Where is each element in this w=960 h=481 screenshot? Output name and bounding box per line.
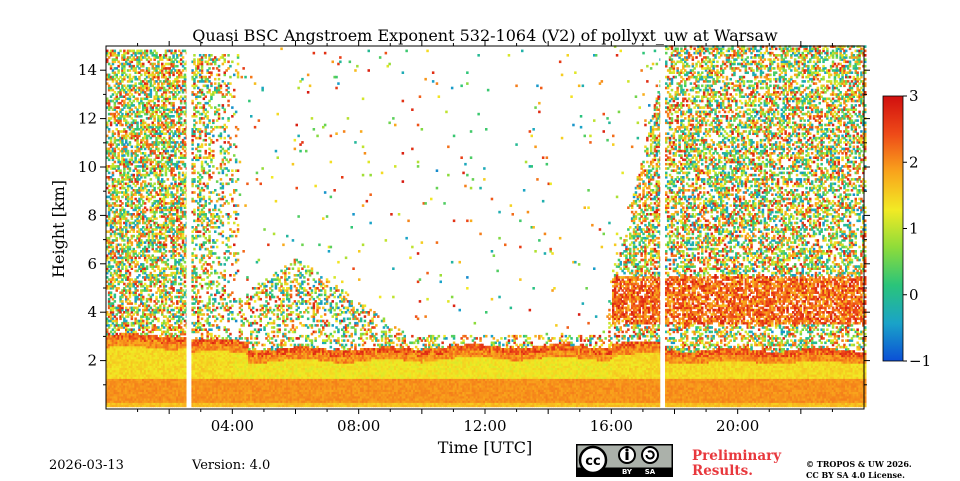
- heatmap-cell: [127, 322, 130, 325]
- heatmap-cell: [114, 50, 117, 53]
- heatmap-cell: [133, 235, 136, 238]
- heatmap-cell: [134, 250, 137, 253]
- heatmap-cell: [114, 300, 117, 303]
- heatmap-cell: [108, 172, 111, 175]
- heatmap-cell: [121, 300, 124, 303]
- heatmap-cell: [116, 209, 119, 212]
- heatmap-cell: [131, 146, 134, 149]
- heatmap-cell: [121, 202, 124, 205]
- heatmap-cell: [131, 241, 134, 244]
- heatmap-cell: [129, 272, 132, 275]
- heatmap-cell: [127, 150, 130, 153]
- heatmap-cell: [136, 154, 139, 157]
- heatmap-cell: [121, 124, 124, 127]
- heatmap-cell: [129, 141, 132, 144]
- heatmap-cell: [123, 239, 126, 242]
- heatmap-cell: [136, 122, 139, 125]
- heatmap-cell: [117, 287, 120, 290]
- heatmap-cell: [136, 261, 139, 264]
- heatmap-cell: [114, 294, 117, 297]
- heatmap-cell: [129, 74, 132, 77]
- heatmap-cell: [138, 169, 141, 172]
- heatmap-cell: [136, 289, 139, 292]
- heatmap-cell: [138, 274, 141, 277]
- heatmap-cell: [131, 265, 134, 268]
- heatmap-cell: [136, 98, 139, 101]
- heatmap-cell: [125, 130, 128, 133]
- chart-figure: Quasi BSC Angstroem Exponent 532-1064 (V…: [0, 0, 960, 480]
- heatmap-cell: [108, 128, 111, 131]
- heatmap-cell: [114, 132, 117, 135]
- heatmap-cell: [125, 265, 128, 268]
- heatmap-cell: [119, 50, 122, 53]
- heatmap-cell: [117, 69, 120, 72]
- heatmap-cell: [117, 196, 120, 199]
- heatmap-cell: [134, 82, 137, 85]
- heatmap-cell: [110, 122, 113, 125]
- heatmap-cell: [114, 161, 117, 164]
- heatmap-cell: [138, 309, 141, 312]
- heatmap-cell: [110, 291, 113, 294]
- heatmap-cell: [119, 169, 122, 172]
- heatmap-cell: [108, 185, 111, 188]
- heatmap-cell: [112, 246, 115, 249]
- heatmap-cell: [129, 167, 132, 170]
- heatmap-cell: [127, 193, 130, 196]
- plot-area: [106, 45, 867, 409]
- heatmap-cell: [131, 302, 134, 305]
- heatmap-cell: [116, 318, 119, 321]
- heatmap-cell: [133, 174, 136, 177]
- heatmap-cell: [116, 237, 119, 240]
- heatmap-cell: [112, 265, 115, 268]
- heatmap-cell: [112, 172, 115, 175]
